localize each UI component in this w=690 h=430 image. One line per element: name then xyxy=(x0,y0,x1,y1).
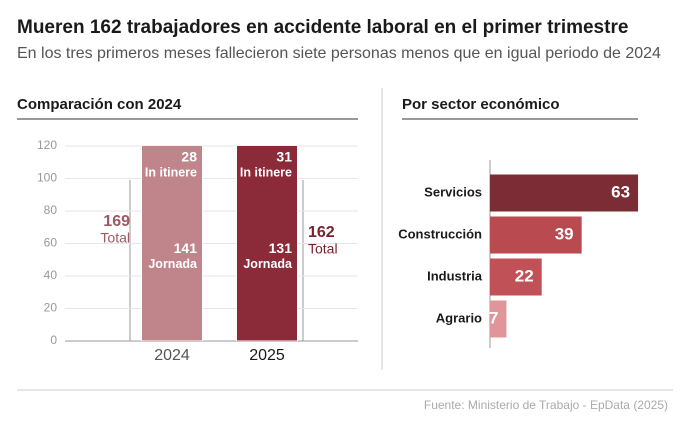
y-tick-label: 80 xyxy=(44,203,58,217)
y-tick-label: 40 xyxy=(44,268,58,282)
category-label: Servicios xyxy=(424,184,482,199)
y-tick-label: 100 xyxy=(37,171,57,185)
total-label: Total xyxy=(308,241,338,257)
value-label: 7 xyxy=(489,308,498,327)
total-label: Total xyxy=(100,230,130,246)
total-value: 169 xyxy=(103,213,130,230)
value-label: 22 xyxy=(515,266,534,285)
category-label: Industria xyxy=(427,268,483,283)
right-chart: Servicios 63 Construcción 39 Industria 22 Agra… xyxy=(398,160,639,348)
x-tick-label: 2024 xyxy=(154,347,190,364)
value-label: 28 xyxy=(181,149,197,165)
panel-title: Por sector económico xyxy=(402,96,560,113)
x-tick-label: 2025 xyxy=(249,347,285,364)
y-tick-label: 120 xyxy=(37,138,57,152)
segment-label: In itinere xyxy=(145,165,197,179)
bar xyxy=(490,258,542,296)
y-tick-label: 0 xyxy=(50,333,57,347)
bar-segment xyxy=(141,146,203,341)
bar xyxy=(490,300,507,338)
bar xyxy=(490,174,639,212)
segment-label: Jornada xyxy=(148,257,198,271)
bar-segment xyxy=(237,78,298,128)
title: Mueren 162 trabajadores en accidente lab… xyxy=(17,17,628,38)
category-label: Agrario xyxy=(436,310,482,325)
y-tick-label: 60 xyxy=(44,236,58,250)
y-tick-label: 20 xyxy=(44,301,58,315)
value-label: 39 xyxy=(555,224,574,243)
bars xyxy=(141,78,298,341)
value-label: 141 xyxy=(174,240,198,256)
source: Fuente: Ministerio de Trabajo - EpData (… xyxy=(424,398,668,412)
segment-label: In itinere xyxy=(240,165,292,179)
bar-segment xyxy=(236,146,298,341)
category-label: Construcción xyxy=(398,226,482,241)
value-label: 131 xyxy=(269,240,293,256)
total-value: 162 xyxy=(308,224,335,241)
segment-label: Jornada xyxy=(243,257,293,271)
bar xyxy=(490,216,582,254)
value-label: 31 xyxy=(276,149,292,165)
subtitle: En los tres primeros meses fallecieron s… xyxy=(17,45,661,62)
value-label: 63 xyxy=(611,182,630,201)
panel-title: Comparación con 2024 xyxy=(17,96,182,113)
